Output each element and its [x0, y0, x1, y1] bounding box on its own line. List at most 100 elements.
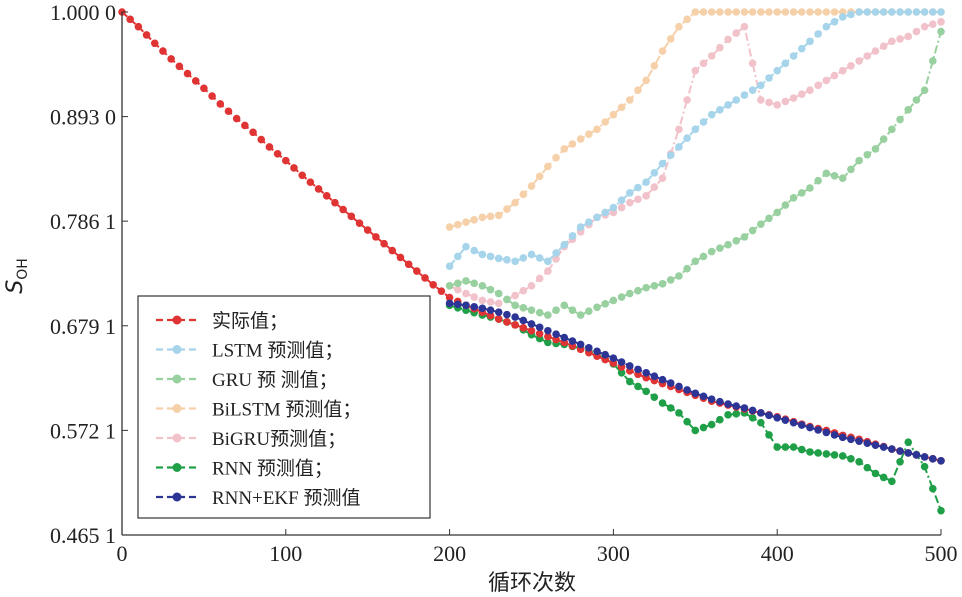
data-point: [888, 445, 896, 453]
data-point: [797, 8, 806, 16]
data-point: [666, 404, 675, 412]
data-point: [716, 397, 724, 406]
data-point: [822, 76, 831, 85]
data-point: [183, 69, 192, 78]
data-point: [634, 365, 642, 374]
data-point: [544, 326, 552, 335]
legend-box: [137, 295, 431, 519]
data-point: [822, 169, 831, 178]
data-point: [576, 340, 585, 349]
data-point: [404, 260, 413, 269]
data-point: [634, 286, 642, 295]
data-point: [675, 382, 683, 391]
data-point: [888, 125, 896, 134]
data-point: [691, 66, 700, 75]
data-point: [462, 218, 470, 227]
data-point: [855, 8, 863, 16]
data-point: [617, 358, 626, 366]
data-point: [544, 332, 552, 341]
data-point: [462, 289, 470, 298]
data-point: [683, 134, 691, 142]
data-point: [593, 303, 601, 312]
data-point: [453, 300, 462, 309]
data-point: [789, 52, 798, 60]
series-6: [445, 301, 945, 515]
data-point: [855, 57, 863, 65]
data-point: [437, 287, 446, 295]
data-point: [740, 233, 749, 241]
data-point: [519, 286, 528, 295]
data-point: [863, 8, 872, 16]
y-axis-title-sub: OH: [15, 258, 31, 280]
data-point: [470, 302, 478, 311]
data-point: [666, 276, 675, 284]
data-point: [625, 198, 634, 207]
data-point: [666, 379, 675, 387]
data-point: [486, 252, 495, 261]
y-tick-label: 0.572 1: [50, 418, 116, 443]
data-point: [765, 8, 773, 16]
legend-item-4: BiLSTM 预测值；: [156, 399, 361, 421]
data-point: [126, 15, 134, 24]
data-point: [773, 66, 781, 75]
data-point: [789, 443, 798, 451]
data-point: [511, 313, 519, 321]
data-point: [691, 257, 700, 266]
legend-swatch-marker: [172, 492, 182, 502]
data-point: [560, 301, 569, 310]
data-point: [576, 223, 585, 231]
data-point: [896, 8, 904, 16]
data-point: [929, 57, 937, 65]
data-point: [871, 469, 880, 478]
data-point: [675, 125, 683, 134]
y-tick-label: 1.000 0: [50, 0, 116, 25]
data-point: [904, 438, 913, 447]
data-point: [863, 52, 872, 60]
data-point: [757, 8, 765, 16]
legend-label: BiLSTM 预测值；: [212, 399, 361, 421]
data-point: [691, 426, 700, 435]
data-point: [650, 169, 659, 177]
legend-item-1: 实际值；: [156, 310, 288, 332]
data-point: [896, 457, 904, 466]
data-point: [822, 22, 831, 31]
data-point: [486, 306, 495, 315]
data-point: [838, 174, 847, 183]
data-point: [855, 437, 863, 446]
data-point: [789, 418, 798, 427]
data-point: [724, 35, 732, 44]
data-point: [716, 43, 724, 52]
data-point: [396, 253, 405, 262]
data-point: [855, 457, 863, 466]
data-point: [273, 149, 282, 158]
data-point: [453, 279, 462, 288]
data-point: [757, 418, 765, 427]
legend-item-3: GRU 预 测值；: [156, 369, 338, 391]
data-point: [773, 208, 781, 217]
x-tick-label: 400: [761, 541, 794, 566]
data-point: [478, 281, 487, 290]
series-line: [449, 304, 942, 512]
data-point: [322, 192, 331, 200]
data-point: [331, 198, 339, 207]
data-point: [748, 8, 757, 16]
legend-swatch-marker: [172, 374, 182, 384]
data-point: [511, 321, 519, 329]
data-point: [576, 311, 585, 319]
data-point: [732, 29, 741, 37]
data-point: [609, 110, 618, 119]
data-point: [470, 293, 478, 301]
data-point: [920, 86, 929, 95]
data-point: [585, 307, 593, 315]
data-point: [904, 32, 913, 41]
data-point: [896, 35, 904, 43]
data-point: [617, 196, 626, 205]
data-point: [789, 8, 798, 16]
data-point: [748, 59, 757, 68]
data-point: [617, 368, 626, 377]
data-point: [585, 130, 593, 139]
data-point: [675, 22, 683, 31]
data-point: [634, 86, 642, 95]
legend-label: 实际值；: [212, 310, 288, 332]
data-point: [142, 31, 151, 39]
